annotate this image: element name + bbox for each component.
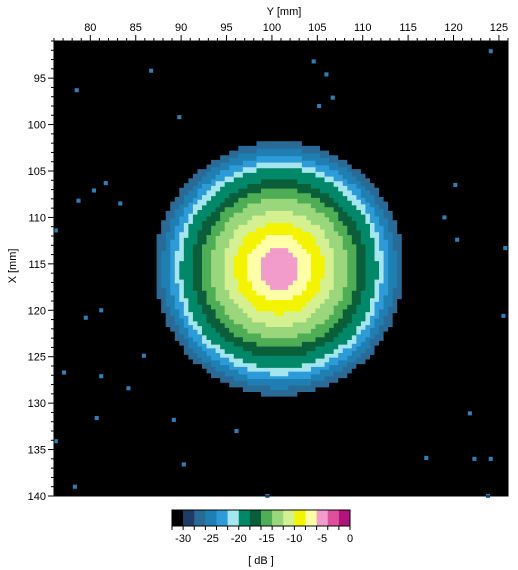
x-tick-label: 85 — [130, 22, 142, 34]
x-tick-label: 120 — [444, 22, 462, 34]
colorbar-swatch — [227, 510, 240, 526]
colorbar-swatch — [283, 510, 295, 526]
colorbar-swatch — [272, 510, 284, 526]
x-tick-label: 125 — [490, 22, 508, 34]
noise-point — [61, 370, 67, 375]
noise-point — [501, 313, 506, 318]
y-tick-label: 115 — [28, 259, 46, 271]
colorbar-swatch — [205, 510, 217, 526]
colorbar-swatch — [194, 510, 206, 526]
colorbar-swatch — [294, 510, 306, 526]
colorbar-swatch — [183, 510, 195, 526]
noise-point — [118, 201, 123, 206]
noise-point — [126, 386, 131, 391]
colorbar-label: [ dB ] — [248, 555, 274, 567]
x-tick-label: 90 — [175, 22, 187, 34]
y-tick-label: 140 — [28, 491, 46, 503]
colorbar-tick-label: -20 — [231, 533, 247, 545]
x-tick-label: 80 — [84, 22, 96, 34]
x-axis-title: Y [mm] — [267, 6, 302, 18]
heatmap — [156, 141, 402, 397]
noise-point — [472, 456, 477, 461]
colorbar-swatch — [316, 510, 329, 526]
noise-pixels — [53, 49, 508, 499]
colorbar-tick-label: -5 — [317, 533, 327, 545]
noise-point — [149, 68, 154, 73]
noise-point — [181, 462, 186, 467]
noise-point — [177, 115, 182, 120]
noise-point — [141, 353, 146, 358]
x-tick-label: 110 — [354, 22, 372, 34]
noise-point — [503, 246, 508, 251]
noise-point — [171, 417, 176, 422]
noise-point — [234, 428, 239, 434]
colorbar-swatch — [238, 510, 251, 526]
colorbar-swatch — [172, 510, 184, 526]
colorbar-tick-label: -30 — [175, 533, 191, 545]
noise-point — [324, 72, 329, 77]
noise-point — [317, 103, 322, 109]
noise-point — [442, 215, 447, 220]
x-tick-label: 95 — [220, 22, 232, 34]
x-tick-label: 115 — [399, 22, 417, 34]
colorbar-tick-label: -25 — [203, 533, 219, 545]
y-tick-label: 100 — [28, 120, 46, 132]
noise-point — [72, 484, 77, 489]
noise-point — [53, 228, 58, 233]
noise-point — [103, 181, 108, 186]
noise-point — [99, 374, 104, 379]
noise-point — [99, 308, 104, 313]
y-tick-label: 125 — [28, 352, 46, 364]
y-tick-label: 95 — [34, 73, 46, 85]
colorbar-tick-label: 0 — [347, 533, 353, 545]
colorbar-swatch — [338, 510, 351, 526]
colorbar-swatch — [216, 510, 228, 526]
noise-point — [467, 411, 472, 416]
y-axis-title: X [mm] — [7, 249, 19, 284]
noise-point — [488, 456, 493, 461]
noise-point — [91, 188, 96, 193]
axes: 80 85 90 95 100 105 110 115 120 125 95 100 105 110 115… — [28, 22, 509, 503]
noise-point — [455, 237, 460, 242]
y-tick-label: 105 — [28, 166, 46, 178]
noise-point — [488, 49, 493, 54]
noise-point — [453, 182, 458, 187]
y-tick-label: 135 — [28, 445, 46, 457]
noise-point — [74, 88, 79, 93]
noise-point — [94, 415, 99, 421]
x-tick-label: 105 — [308, 22, 326, 34]
y-tick-label: 110 — [28, 212, 46, 224]
noise-point — [311, 59, 316, 64]
colorbar-swatch — [249, 510, 262, 526]
x-tick-label: 100 — [263, 22, 281, 34]
colorbar: -30 -25 -20 -15 -10 -5 0 — [171, 509, 353, 545]
noise-point — [83, 315, 88, 320]
y-tick-label: 130 — [28, 398, 46, 410]
colorbar-swatch — [305, 510, 317, 526]
noise-point — [53, 439, 58, 444]
colorbar-swatch — [327, 510, 340, 526]
contour-band — [261, 248, 298, 290]
colorbar-swatch — [261, 510, 273, 526]
noise-point — [424, 455, 429, 460]
colorbar-tick-label: -15 — [259, 533, 275, 545]
noise-point — [76, 198, 81, 203]
colorbar-tick-label: -10 — [286, 533, 302, 545]
noise-point — [330, 95, 335, 100]
y-tick-label: 120 — [28, 305, 46, 317]
